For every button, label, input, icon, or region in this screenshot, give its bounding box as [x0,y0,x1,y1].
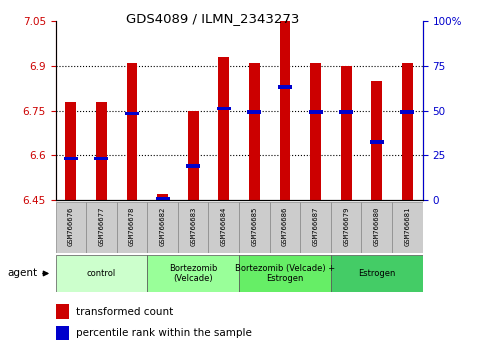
Bar [56,202,86,253]
Bar [361,202,392,253]
Bar [309,110,323,114]
Text: GSM766682: GSM766682 [159,207,166,246]
Bar [186,164,200,167]
Text: GSM766683: GSM766683 [190,207,196,246]
Text: agent: agent [7,268,37,279]
Text: GSM766685: GSM766685 [251,207,257,246]
Bar [370,140,384,144]
Bar [188,110,199,200]
Text: GSM766679: GSM766679 [343,207,349,246]
Bar [147,202,178,253]
Bar [270,202,300,253]
Text: control: control [87,269,116,278]
Text: GSM766687: GSM766687 [313,207,319,246]
Text: percentile rank within the sample: percentile rank within the sample [76,328,252,338]
Bar [239,202,270,253]
Bar [400,110,414,114]
Text: GSM766677: GSM766677 [99,207,104,246]
Text: GSM766681: GSM766681 [404,207,411,246]
Bar [300,202,331,253]
Bar [127,63,137,200]
Bar [249,63,260,200]
Bar [331,255,423,292]
Bar [64,156,78,160]
Text: Bortezomib
(Velcade): Bortezomib (Velcade) [169,264,217,283]
Bar [341,66,352,200]
Bar [147,255,239,292]
Text: GSM766684: GSM766684 [221,207,227,246]
Bar [339,110,353,114]
Bar [117,202,147,253]
Bar [280,21,290,200]
Bar [217,107,231,110]
Bar [239,255,331,292]
Bar [247,110,261,114]
Bar [66,102,76,200]
Bar [310,63,321,200]
Bar [218,57,229,200]
Bar [331,202,361,253]
Bar [86,202,117,253]
Text: GDS4089 / ILMN_2343273: GDS4089 / ILMN_2343273 [126,12,299,25]
Bar [56,326,70,340]
Text: Bortezomib (Velcade) +
Estrogen: Bortezomib (Velcade) + Estrogen [235,264,335,283]
Text: transformed count: transformed count [76,307,173,316]
Text: GSM766686: GSM766686 [282,207,288,246]
Bar [157,194,168,200]
Bar [178,202,209,253]
Bar [125,112,139,115]
Bar [278,85,292,88]
Bar [371,81,382,200]
Text: GSM766680: GSM766680 [374,207,380,246]
Bar [402,63,412,200]
Bar [392,202,423,253]
Bar [56,255,147,292]
Bar [209,202,239,253]
Text: Estrogen: Estrogen [358,269,396,278]
Text: GSM766678: GSM766678 [129,207,135,246]
Bar [156,197,170,200]
Bar [96,102,107,200]
Bar [95,156,108,160]
Text: GSM766676: GSM766676 [68,207,74,246]
Bar [56,304,70,319]
